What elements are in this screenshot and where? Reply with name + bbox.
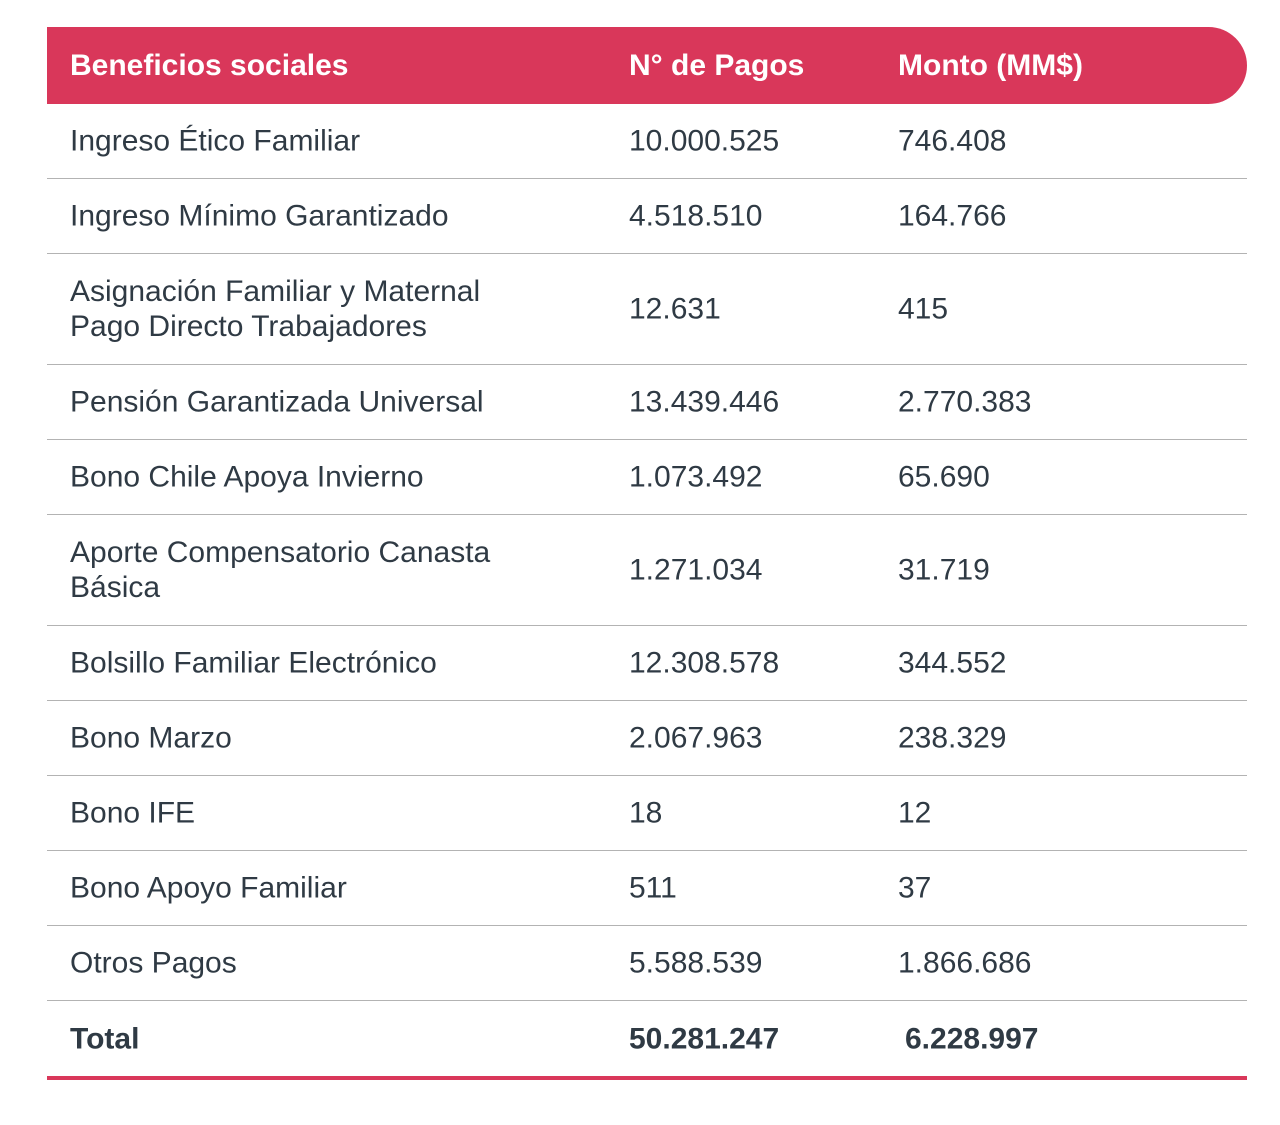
header-payments: N° de Pagos (629, 48, 805, 82)
payments-count: 2.067.963 (629, 721, 763, 755)
benefit-name: Ingreso Mínimo Garantizado (70, 199, 449, 233)
payments-count: 1.073.492 (629, 460, 763, 494)
header-amount: Monto (MM$) (898, 48, 1083, 82)
benefit-name: Bono Marzo (70, 721, 232, 755)
table-row: Bono Chile Apoya Invierno 1.073.492 65.690 (47, 440, 1247, 515)
payments-count: 10.000.525 (629, 124, 780, 158)
amount: 238.329 (898, 721, 1007, 755)
payments-count: 511 (629, 871, 677, 905)
payments-count: 13.439.446 (629, 385, 780, 419)
table-row: Otros Pagos 5.588.539 1.866.686 (47, 926, 1247, 1001)
total-payments: 50.281.247 (629, 1022, 780, 1055)
table-row: Asignación Familiar y Maternal Pago Dire… (47, 254, 1247, 365)
amount: 2.770.383 (898, 385, 1032, 419)
table-row: Ingreso Mínimo Garantizado 4.518.510 164.7… (47, 179, 1247, 254)
table-row: Ingreso Ético Familiar 10.000.525 746.408 (47, 104, 1247, 179)
amount: 164.766 (898, 199, 1007, 233)
benefit-name: Bolsillo Familiar Electrónico (70, 646, 437, 680)
amount: 1.866.686 (898, 946, 1032, 980)
payments-count: 12.631 (629, 292, 721, 326)
benefit-name: Asignación Familiar y Maternal Pago Dire… (70, 275, 481, 343)
table-row: Aporte Compensatorio Canasta Básica 1.271… (47, 515, 1247, 626)
benefit-name: Bono Chile Apoya Invierno (70, 460, 424, 494)
payments-count: 12.308.578 (629, 646, 780, 680)
benefits-table: Beneficios sociales N° de Pagos Monto (M… (47, 27, 1247, 1080)
payments-count: 4.518.510 (629, 199, 763, 233)
benefit-name: Bono IFE (70, 796, 196, 830)
amount: 65.690 (898, 460, 990, 494)
benefit-name: Aporte Compensatorio Canasta Básica (70, 536, 491, 604)
payments-count: 1.271.034 (629, 553, 763, 587)
amount: 31.719 (898, 553, 990, 587)
table-header: Beneficios sociales N° de Pagos Monto (M… (47, 27, 1247, 104)
amount: 415 (898, 292, 949, 326)
benefit-name: Pensión Garantizada Universal (70, 385, 484, 419)
amount: 746.408 (898, 124, 1007, 158)
total-row: Total 50.281.247 6.228.997 (47, 1001, 1247, 1080)
payments-count: 18 (629, 796, 663, 830)
benefit-name: Ingreso Ético Familiar (70, 124, 361, 158)
benefit-name: Bono Apoyo Familiar (70, 871, 347, 905)
amount: 37 (898, 871, 932, 905)
benefit-name: Otros Pagos (70, 946, 237, 980)
header-benefits: Beneficios sociales (70, 48, 349, 82)
total-amount: 6.228.997 (905, 1022, 1039, 1055)
table-row: Bono Apoyo Familiar 511 37 (47, 851, 1247, 926)
amount: 12 (898, 796, 932, 830)
table-row: Pensión Garantizada Universal 13.439.446 2… (47, 365, 1247, 440)
table-row: Bono Marzo 2.067.963 238.329 (47, 701, 1247, 776)
total-label: Total (70, 1022, 140, 1055)
table-row: Bolsillo Familiar Electrónico 12.308.578 3… (47, 626, 1247, 701)
payments-count: 5.588.539 (629, 946, 763, 980)
table-row: Bono IFE 18 12 (47, 776, 1247, 851)
amount: 344.552 (898, 646, 1007, 680)
